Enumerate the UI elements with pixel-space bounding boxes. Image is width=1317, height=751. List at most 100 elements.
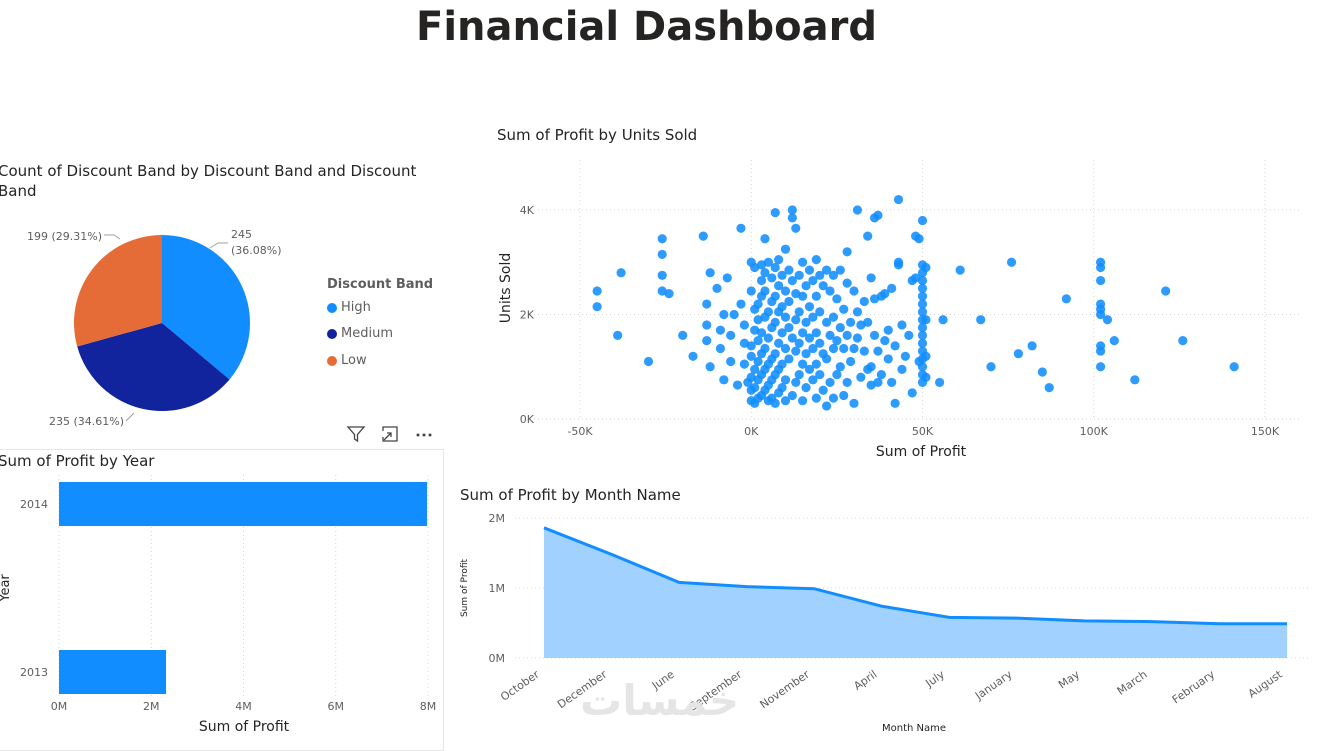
scatter-point[interactable] xyxy=(801,281,811,291)
scatter-point[interactable] xyxy=(811,328,821,338)
scatter-point[interactable] xyxy=(688,351,698,361)
scatter-point[interactable] xyxy=(736,299,746,309)
scatter-point[interactable] xyxy=(705,268,715,278)
scatter-point[interactable] xyxy=(756,328,767,338)
scatter-point[interactable] xyxy=(811,393,821,403)
scatter-point[interactable] xyxy=(869,330,880,340)
scatter-point[interactable] xyxy=(815,338,825,348)
scatter-point[interactable] xyxy=(780,286,791,296)
scatter-point[interactable] xyxy=(732,380,743,390)
scatter-point[interactable] xyxy=(760,268,770,278)
scatter-point[interactable] xyxy=(702,320,712,330)
scatter-point[interactable] xyxy=(839,390,849,401)
scatter-point[interactable] xyxy=(1061,294,1071,304)
scatter-point[interactable] xyxy=(852,333,863,343)
filter-icon[interactable] xyxy=(346,424,366,444)
scatter-point[interactable] xyxy=(592,302,602,312)
scatter-point[interactable] xyxy=(835,322,845,333)
scatter-point[interactable] xyxy=(787,333,797,343)
scatter-point[interactable] xyxy=(1096,346,1106,356)
scatter-point[interactable] xyxy=(1096,275,1106,286)
scatter-point[interactable] xyxy=(770,291,780,301)
scatter-point[interactable] xyxy=(702,336,712,346)
scatter-point[interactable] xyxy=(777,270,787,280)
scatter-point[interactable] xyxy=(760,343,770,354)
scatter-point[interactable] xyxy=(825,286,835,296)
scatter-point[interactable] xyxy=(852,307,863,317)
scatter-point[interactable] xyxy=(1130,375,1140,385)
scatter-point[interactable] xyxy=(890,398,900,408)
scatter-point[interactable] xyxy=(832,294,842,304)
scatter-point[interactable] xyxy=(835,362,845,372)
scatter-point[interactable] xyxy=(616,268,626,278)
scatter-point[interactable] xyxy=(808,375,818,385)
scatter-point[interactable] xyxy=(780,244,791,254)
scatter-point[interactable] xyxy=(876,369,886,380)
scatter-point[interactable] xyxy=(822,354,832,364)
scatter-point[interactable] xyxy=(705,362,715,372)
scatter-point[interactable] xyxy=(835,265,845,275)
scatter-point[interactable] xyxy=(859,346,869,356)
scatter-point[interactable] xyxy=(1096,362,1106,372)
scatter-point[interactable] xyxy=(897,320,907,330)
scatter-point[interactable] xyxy=(657,249,667,260)
scatter-point[interactable] xyxy=(828,343,839,354)
scatter-point[interactable] xyxy=(787,213,797,223)
scatter-point[interactable] xyxy=(897,364,907,374)
scatter-point[interactable] xyxy=(1044,383,1054,393)
scatter-point[interactable] xyxy=(1229,362,1239,372)
scatter-point[interactable] xyxy=(678,330,688,340)
scatter-point[interactable] xyxy=(863,317,873,327)
scatter-point[interactable] xyxy=(880,336,890,346)
scatter-point[interactable] xyxy=(822,317,832,327)
scatter-point[interactable] xyxy=(664,289,674,299)
scatter-point[interactable] xyxy=(1027,341,1037,351)
scatter-point[interactable] xyxy=(825,330,835,340)
scatter-point[interactable] xyxy=(798,396,808,406)
scatter-point[interactable] xyxy=(739,320,749,330)
scatter-point[interactable] xyxy=(986,362,996,372)
scatter-point[interactable] xyxy=(794,338,804,348)
scatter-point[interactable] xyxy=(887,283,897,293)
scatter-point[interactable] xyxy=(825,377,835,388)
scatter-point[interactable] xyxy=(832,369,842,380)
scatter-point[interactable] xyxy=(818,281,828,291)
scatter-point[interactable] xyxy=(907,388,917,398)
scatter-point[interactable] xyxy=(798,257,808,267)
scatter-point[interactable] xyxy=(917,322,928,333)
scatter-point[interactable] xyxy=(798,291,808,301)
scatter-point[interactable] xyxy=(873,377,883,388)
scatter-point[interactable] xyxy=(798,328,808,338)
scatter-point[interactable] xyxy=(842,247,852,257)
scatter-point[interactable] xyxy=(702,299,712,309)
year-bar-chart[interactable]: 2014 2013 0M 2M 4M 6M 8M Year Sum of Profit xyxy=(0,470,443,736)
scatter-point[interactable] xyxy=(917,338,928,348)
scatter-point[interactable] xyxy=(828,393,839,403)
scatter-point[interactable] xyxy=(938,315,948,325)
scatter-point[interactable] xyxy=(801,317,811,327)
legend-item-medium[interactable]: Medium xyxy=(327,326,393,341)
scatter-chart[interactable]: -50K 0K 50K 100K 150K 0K 2K 4K Units Sold Sum … xyxy=(490,150,1310,465)
scatter-point[interactable] xyxy=(770,398,780,408)
scatter-point[interactable] xyxy=(804,364,815,374)
scatter-point[interactable] xyxy=(900,351,910,361)
scatter-point[interactable] xyxy=(780,375,791,385)
scatter-point[interactable] xyxy=(780,343,791,354)
scatter-point[interactable] xyxy=(976,315,986,325)
scatter-point[interactable] xyxy=(760,234,770,244)
scatter-point[interactable] xyxy=(784,296,794,307)
scatter-point[interactable] xyxy=(955,265,965,275)
scatter-point[interactable] xyxy=(1096,309,1106,320)
scatter-point[interactable] xyxy=(917,299,928,309)
scatter-point[interactable] xyxy=(852,205,863,215)
scatter-point[interactable] xyxy=(774,281,784,291)
scatter-point[interactable] xyxy=(763,257,773,267)
scatter-point[interactable] xyxy=(1096,262,1106,273)
scatter-point[interactable] xyxy=(808,343,818,354)
legend-item-high[interactable]: High xyxy=(327,300,371,315)
scatter-point[interactable] xyxy=(763,307,773,317)
scatter-point[interactable] xyxy=(1013,349,1024,359)
scatter-point[interactable] xyxy=(921,262,931,273)
pie-slice-medium[interactable] xyxy=(77,323,230,411)
scatter-point[interactable] xyxy=(815,307,825,317)
